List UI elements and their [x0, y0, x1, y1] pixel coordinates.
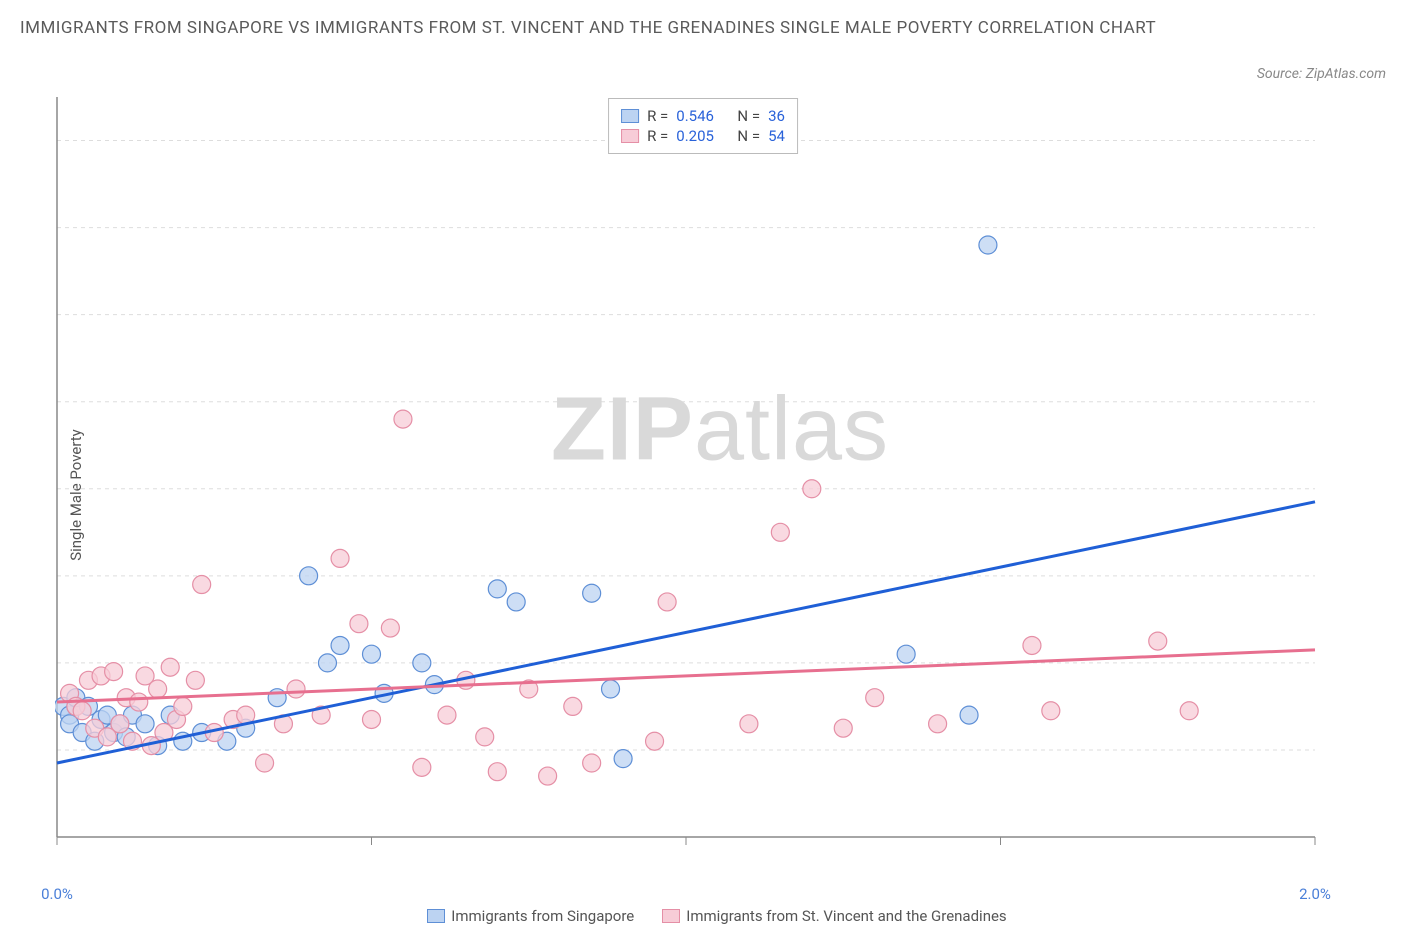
- legend-swatch: [427, 909, 445, 923]
- chart-title: IMMIGRANTS FROM SINGAPORE VS IMMIGRANTS …: [20, 12, 1386, 44]
- legend-row: R =0.205 N =54: [621, 127, 785, 145]
- legend-label: Immigrants from Singapore: [451, 907, 634, 925]
- x-tick-label: 2.0%: [1299, 885, 1331, 903]
- source-label: Source: ZipAtlas.com: [1257, 66, 1386, 82]
- stats-legend: R =0.546 N =36 R =0.205 N =54: [608, 98, 798, 154]
- series-legend: Immigrants from Singapore Immigrants from…: [0, 906, 1406, 925]
- legend-swatch: [621, 109, 639, 123]
- x-tick-label: 0.0%: [41, 885, 73, 903]
- legend-label: Immigrants from St. Vincent and the Gren…: [686, 907, 1006, 925]
- legend-swatch: [662, 909, 680, 923]
- plot-area: ZIPatlas 20.0%40.0%60.0%80.0% 0.0%2.0%: [55, 95, 1385, 875]
- legend-row: R =0.546 N =36: [621, 107, 785, 125]
- legend-swatch: [621, 129, 639, 143]
- chart-svg: [55, 95, 1385, 875]
